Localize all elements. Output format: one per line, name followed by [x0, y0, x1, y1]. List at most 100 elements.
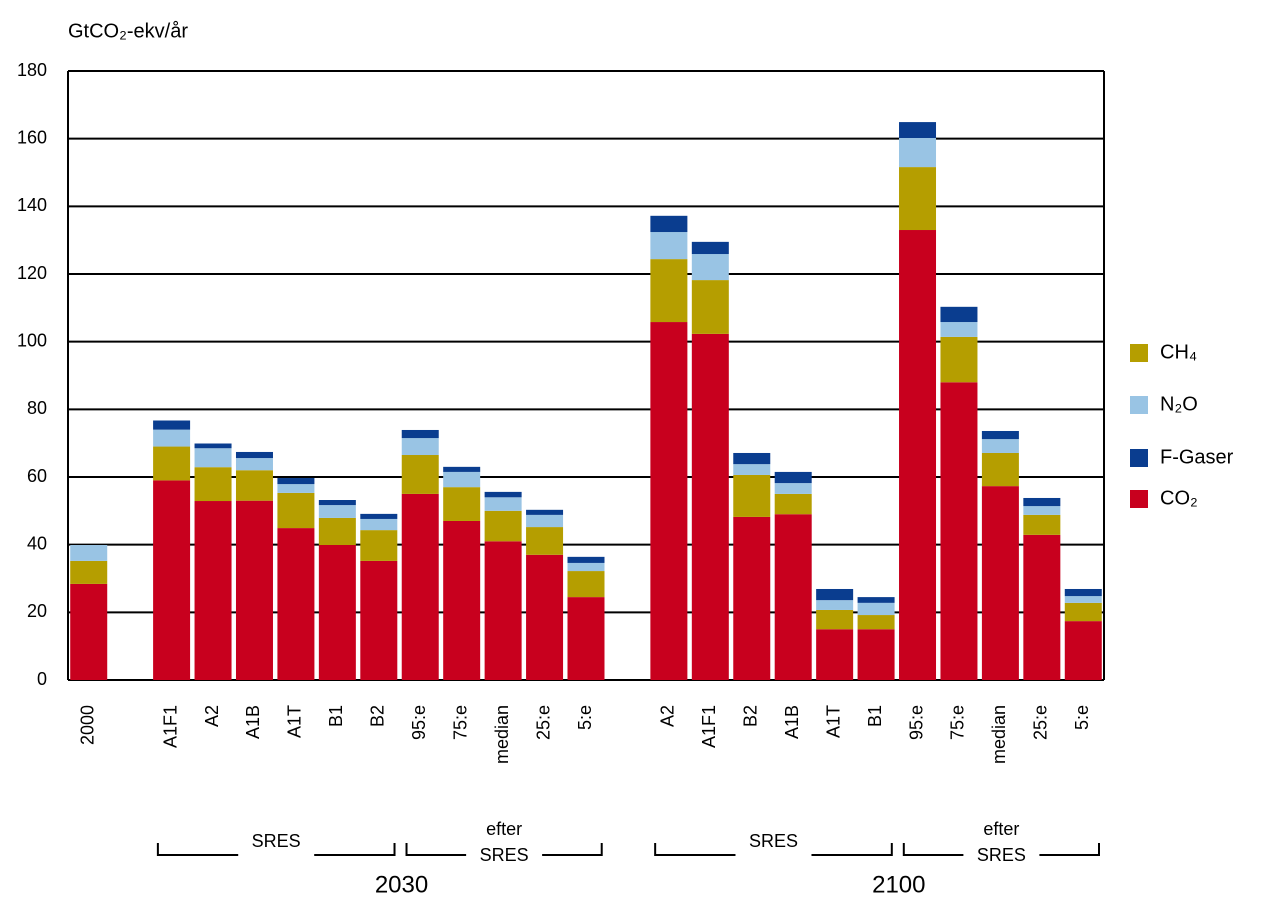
y-tick-label: 0 [37, 669, 47, 689]
y-tick-label: 120 [17, 263, 47, 283]
bar-segment [899, 167, 937, 231]
bar-segment [401, 493, 439, 680]
bar-segment [733, 452, 771, 465]
legend-label: CO₂ [1160, 487, 1198, 509]
legend-swatch [1130, 344, 1148, 362]
bar-segment [153, 446, 191, 481]
bar-segment [981, 430, 1019, 440]
bar-segment [981, 439, 1019, 453]
legend-swatch [1130, 490, 1148, 508]
bar-segment [1023, 497, 1061, 507]
group-bracket [654, 843, 893, 856]
bar-segment [318, 517, 356, 546]
x-tick-label: A1F1 [699, 705, 719, 748]
bar-segment [277, 492, 315, 529]
legend-label: N₂O [1160, 393, 1198, 415]
bar-segment [940, 336, 978, 383]
bar-segment [899, 122, 937, 138]
legend-label: F-Gaser [1160, 446, 1234, 468]
bar-segment [153, 429, 191, 447]
bar-segment [401, 438, 439, 456]
bar-segment [816, 588, 854, 601]
x-tick-label: 25:e [533, 705, 553, 740]
bar-segment [774, 483, 812, 494]
bar-segment [691, 241, 729, 255]
x-tick-label: 5:e [575, 705, 595, 730]
bar-segment [235, 470, 273, 501]
bar-segment [401, 455, 439, 494]
bar-segment [484, 497, 522, 511]
bar-segment [1064, 588, 1102, 597]
bar-segment [194, 443, 232, 449]
bar-segment [650, 215, 688, 233]
group-bracket [405, 843, 603, 856]
bar-segment [360, 518, 398, 531]
y-tick-label: 100 [17, 330, 47, 350]
bar-segment [650, 322, 688, 680]
bar-segment [1023, 506, 1061, 515]
bar-segment [443, 520, 481, 680]
bar-segment [526, 509, 564, 515]
period-label: 2030 [375, 871, 428, 898]
period-label: 2100 [872, 871, 925, 898]
x-tick-label: B1 [865, 705, 885, 727]
bar-segment [1023, 514, 1061, 535]
x-tick-label: 95:e [906, 705, 926, 740]
bar-segment [857, 597, 895, 603]
x-tick-label: A1B [243, 705, 263, 739]
bar-segment [277, 484, 315, 493]
bar-segment [318, 545, 356, 680]
group-label: SRES [251, 831, 301, 851]
x-tick-label: A2 [202, 705, 222, 727]
bar-segment [443, 466, 481, 472]
bar-segment [733, 464, 771, 475]
bar-segment [774, 471, 812, 484]
y-axis-label: GtCO₂-ekv/år [68, 20, 188, 42]
x-tick-label: 5:e [1072, 705, 1092, 730]
bar-segment [650, 232, 688, 260]
bar-segment [1064, 621, 1102, 680]
y-tick-label: 40 [27, 533, 47, 553]
bar-segment [981, 452, 1019, 487]
bar-segment [360, 513, 398, 519]
bar-segment [940, 382, 978, 680]
bar-segment [194, 501, 232, 680]
bar-segment [318, 500, 356, 506]
bar-segment [1023, 534, 1061, 680]
bar-segment [691, 333, 729, 680]
x-tick-label: 75:e [948, 705, 968, 740]
x-tick-label: B2 [368, 705, 388, 727]
bar-segment [567, 571, 605, 598]
bar-segment [194, 448, 232, 468]
bar-segment [484, 510, 522, 542]
bar-segment [235, 451, 273, 459]
bar-segment [1064, 596, 1102, 603]
y-tick-label: 180 [17, 60, 47, 80]
bar-segment [318, 505, 356, 518]
bar-segment [567, 556, 605, 563]
y-tick-label: 160 [17, 127, 47, 147]
bar-segment [567, 597, 605, 680]
bar-segment [940, 322, 978, 337]
group-bracket [902, 843, 1100, 856]
bar-segment [857, 629, 895, 680]
x-tick-label: 75:e [450, 705, 470, 740]
x-tick-label: median [492, 705, 512, 764]
bar-segment [70, 560, 108, 584]
bar-segment [360, 560, 398, 680]
y-tick-label: 60 [27, 466, 47, 486]
bar-segment [1064, 602, 1102, 622]
y-tick-label: 20 [27, 601, 47, 621]
bar-segment [443, 471, 481, 488]
bar-segment [70, 545, 108, 561]
x-tick-label: A1T [285, 705, 305, 738]
bar-segment [277, 528, 315, 680]
bar-segment [526, 514, 564, 528]
bar-segment [401, 429, 439, 439]
bar-segment [194, 467, 232, 502]
x-tick-label: B2 [741, 705, 761, 727]
x-tick-label: median [989, 705, 1009, 764]
group-label: efter SRES [976, 819, 1026, 865]
y-tick-label: 140 [17, 195, 47, 215]
